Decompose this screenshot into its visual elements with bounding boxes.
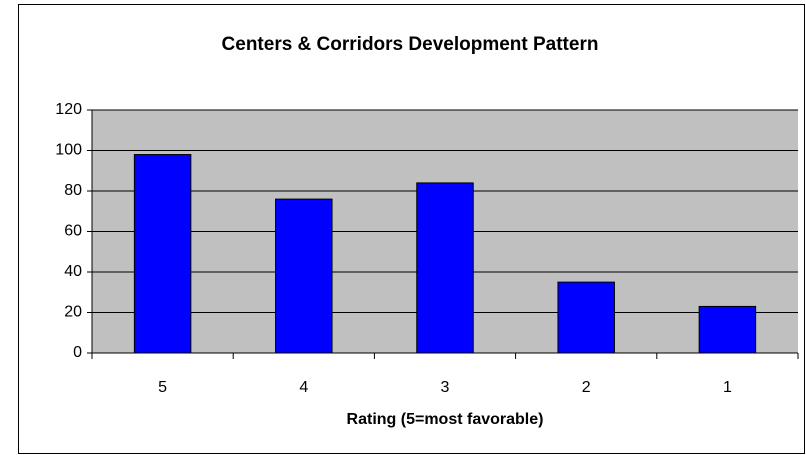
x-tick-label: 2 <box>582 379 591 396</box>
x-axis-title: Rating (5=most favorable) <box>347 411 544 428</box>
x-tick-label: 1 <box>723 379 732 396</box>
y-tick-label: 60 <box>64 223 82 240</box>
x-tick-label: 4 <box>299 379 308 396</box>
bar <box>416 182 474 354</box>
bar <box>133 154 192 354</box>
y-tick-label: 20 <box>64 304 82 321</box>
y-tick-label: 40 <box>64 263 82 280</box>
x-tick-label: 5 <box>158 379 167 396</box>
chart-title: Centers & Corridors Development Pattern <box>222 34 599 55</box>
bar <box>698 305 757 354</box>
y-tick-label: 0 <box>73 344 82 361</box>
x-tick-label: 3 <box>441 379 450 396</box>
bar <box>557 281 615 354</box>
bar <box>275 198 333 354</box>
y-tick-label: 120 <box>55 101 82 118</box>
y-tick-label: 100 <box>55 142 82 159</box>
y-tick-label: 80 <box>64 182 82 199</box>
